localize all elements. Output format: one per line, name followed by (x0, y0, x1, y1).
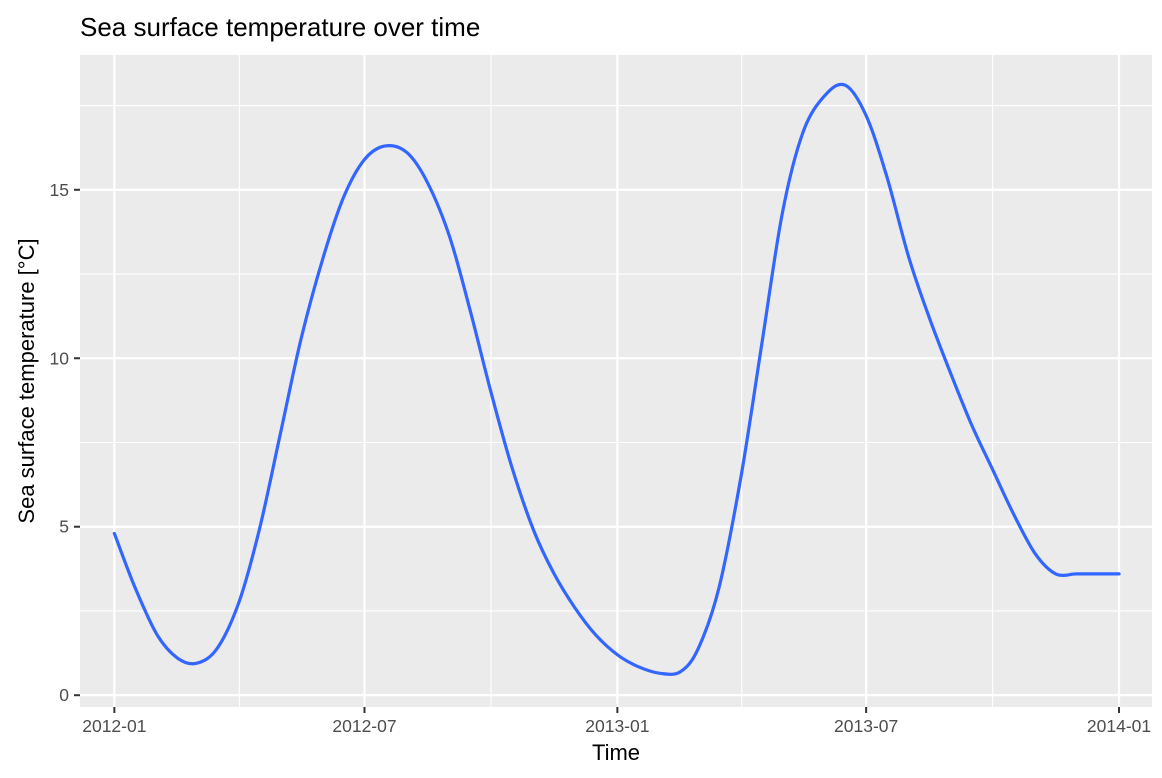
series-line (112, 82, 1121, 676)
x-axis-title: Time (592, 740, 640, 765)
major-gridlines (80, 55, 1152, 707)
x-tick-label: 2014-01 (1087, 716, 1151, 736)
y-tick-label: 0 (59, 685, 69, 705)
y-tick-label: 15 (50, 180, 69, 200)
chart-title: Sea surface temperature over time (80, 12, 480, 42)
x-tick-label: 2012-01 (82, 716, 146, 736)
x-tick-label: 2013-07 (834, 716, 898, 736)
minor-gridlines (80, 55, 1152, 707)
y-axis: 0 5 10 15 (50, 180, 80, 705)
y-axis-title: Sea surface temperature [°C] (14, 238, 39, 523)
plot-panel (80, 55, 1152, 707)
y-tick-label: 5 (59, 517, 69, 537)
x-tick-label: 2013-01 (585, 716, 649, 736)
x-axis: 2012-01 2012-07 2013-01 2013-07 2014-01 (82, 707, 1151, 736)
x-tick-label: 2012-07 (332, 716, 396, 736)
y-tick-label: 10 (50, 348, 70, 368)
